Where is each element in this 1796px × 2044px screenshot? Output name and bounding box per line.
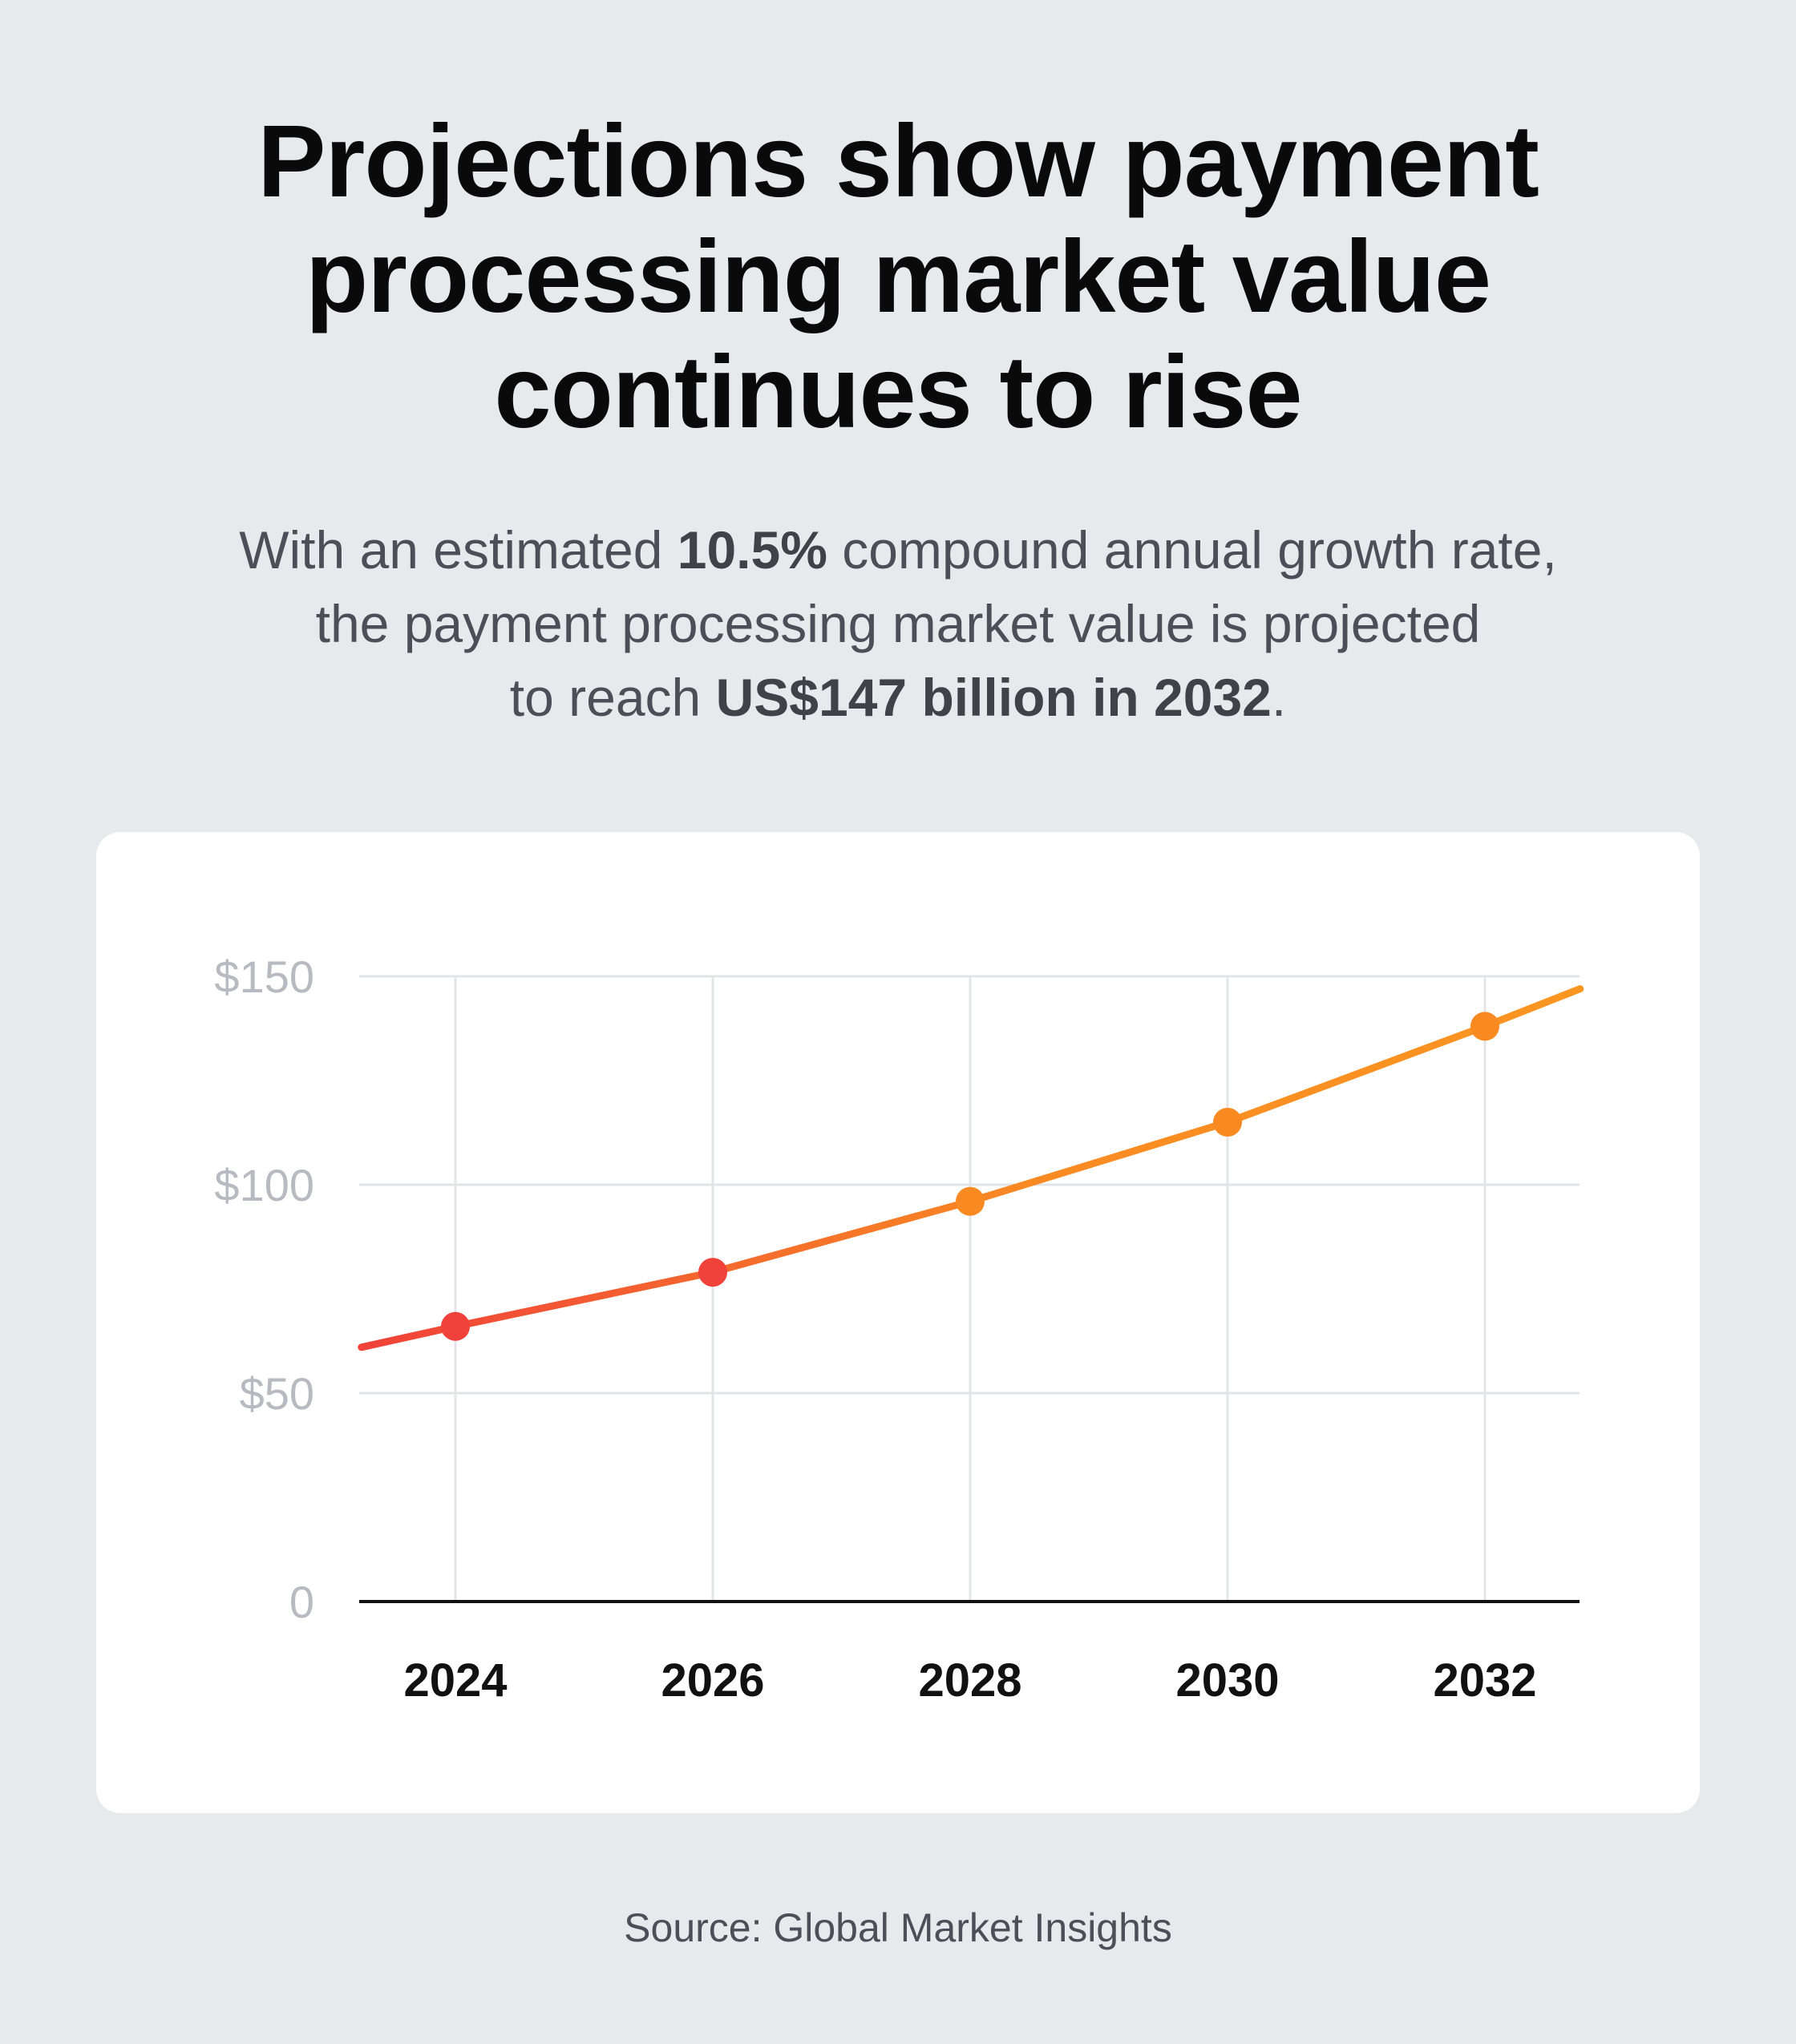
y-tick-label: $100 — [214, 1160, 314, 1210]
subtitle-text: to reach — [509, 668, 716, 727]
source-note: Source: Global Market Insights — [624, 1905, 1172, 1950]
y-tick-label: $150 — [214, 951, 314, 1002]
title-line-2: processing market value — [305, 220, 1491, 334]
x-tick-label: 2028 — [918, 1654, 1021, 1707]
subtitle: With an estimated 10.5% compound annual … — [0, 513, 1796, 734]
data-point — [441, 1311, 470, 1341]
chart-card: 0 $50 $100 $150 2024 2026 2028 2030 2032 — [96, 832, 1700, 1813]
page-title: Projections show payment processing mark… — [0, 104, 1796, 450]
subtitle-text: compound annual growth rate, — [827, 520, 1557, 580]
data-point — [1470, 1012, 1499, 1041]
x-tick-label: 2026 — [661, 1654, 764, 1707]
subtitle-text: . — [1271, 668, 1287, 727]
x-tick-label: 2032 — [1433, 1654, 1536, 1707]
market-value-highlight: US$147 billion in 2032 — [715, 668, 1272, 727]
subtitle-text: With an estimated — [239, 520, 678, 580]
y-tick-label: $50 — [240, 1368, 314, 1419]
data-point — [1213, 1108, 1242, 1137]
title-line-3: continues to rise — [494, 335, 1302, 450]
x-tick-label: 2024 — [403, 1654, 507, 1707]
data-point — [698, 1258, 727, 1287]
line-chart: 0 $50 $100 $150 2024 2026 2028 2030 2032 — [214, 951, 1584, 1707]
x-tick-label: 2030 — [1175, 1654, 1279, 1707]
title-line-1: Projections show payment — [257, 104, 1539, 219]
y-tick-label: 0 — [289, 1577, 314, 1627]
subtitle-text: the payment processing market value is p… — [315, 594, 1481, 653]
data-point — [956, 1186, 985, 1216]
growth-rate-highlight: 10.5% — [677, 520, 827, 580]
